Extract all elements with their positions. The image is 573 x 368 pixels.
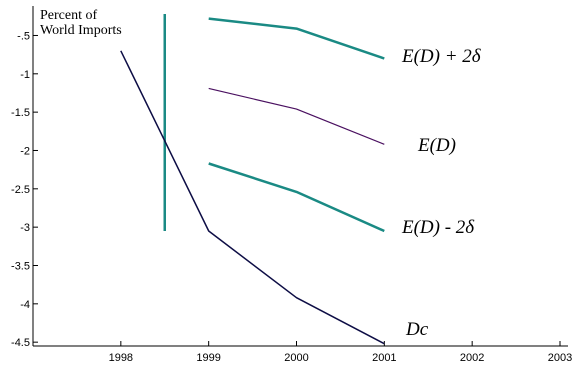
y-tick-label: -.5 [17, 30, 30, 42]
y-tick-label: -1.5 [11, 107, 30, 119]
series-line-2 [208, 162, 385, 233]
series-line-1 [208, 87, 385, 145]
y-tick-label: -4 [20, 299, 30, 311]
axes: -.5 -1 -1.5 -2 -2.5 -3 -3.5 -4 -4.5 1998 1999 2000 2… [11, 6, 572, 364]
x-tick-label: 2002 [460, 352, 484, 364]
x-tick-label: 1998 [109, 352, 133, 364]
x-tick-label: 2003 [548, 352, 572, 364]
series-label-0: E(D) + 2δ [401, 46, 482, 67]
y-axis-label-line-2: World Imports [40, 23, 122, 38]
series-line-0 [208, 17, 385, 60]
y-axis-label-line-1: Percent of [40, 8, 97, 23]
y-axis-label: Percent of World Imports [40, 8, 122, 38]
series-label-3: Dc [405, 319, 429, 340]
x-tick-label: 2000 [284, 352, 308, 364]
y-tick-label: -4.5 [11, 337, 30, 349]
y-tick-label: -3 [20, 222, 30, 234]
series-labels: E(D) + 2δ E(D) E(D) - 2δ Dc [401, 46, 482, 340]
x-tick-label: 1999 [196, 352, 220, 364]
series-label-1: E(D) [417, 135, 456, 156]
y-tick-label: -2 [20, 145, 30, 157]
x-tick-label: 2001 [372, 352, 396, 364]
y-tick-label: -2.5 [11, 184, 30, 196]
series-line-3 [120, 50, 385, 345]
y-tick-label: -1 [20, 69, 30, 81]
series-group [120, 14, 385, 345]
y-tick-label: -3.5 [11, 260, 30, 272]
series-label-2: E(D) - 2δ [401, 217, 475, 238]
